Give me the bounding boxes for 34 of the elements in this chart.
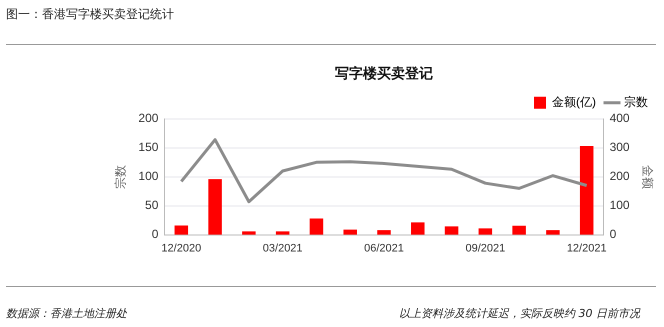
y-tick-label: 50	[145, 198, 159, 212]
chart-title: 写字楼买卖登记	[335, 65, 433, 82]
text: 数据源：香港土地注册处	[6, 306, 127, 321]
x-tick-label: 06/2021	[364, 242, 404, 254]
y2-tick-label: 100	[610, 198, 630, 212]
y-tick-label: 0	[152, 227, 159, 242]
y-tick-label: 100	[138, 169, 159, 184]
bar	[377, 230, 391, 235]
y2-tick-label: 300	[610, 140, 630, 154]
bar	[580, 146, 594, 235]
x-tick-label: 12/2021	[566, 242, 607, 254]
y-tick-label: 150	[138, 140, 159, 154]
bar	[546, 230, 560, 235]
y2-tick-label: 0	[610, 227, 617, 242]
bar	[444, 226, 458, 235]
bar	[411, 222, 425, 235]
y2-axis-title: 金额	[640, 164, 654, 189]
text: 以上资料涉及统计延迟，实际反映约 30 日前市况	[399, 306, 640, 321]
y-axis-title: 宗数	[114, 164, 128, 189]
bar	[512, 226, 526, 235]
bar	[310, 218, 324, 235]
x-tick-label: 09/2021	[465, 242, 506, 254]
text: 图一：香港写字楼买卖登记统计	[6, 6, 174, 23]
legend-label: 宗数	[624, 95, 648, 110]
y-tick-label: 200	[138, 111, 159, 126]
bar	[174, 226, 188, 235]
legend-label: 金额(亿)	[552, 95, 596, 110]
bar	[343, 230, 357, 235]
bar	[208, 179, 222, 235]
y2-tick-label: 400	[610, 111, 630, 126]
y2-tick-label: 200	[610, 169, 630, 184]
x-tick-label: 03/2021	[262, 242, 303, 254]
x-tick-label: 12/2020	[161, 242, 202, 254]
bar	[478, 228, 492, 235]
